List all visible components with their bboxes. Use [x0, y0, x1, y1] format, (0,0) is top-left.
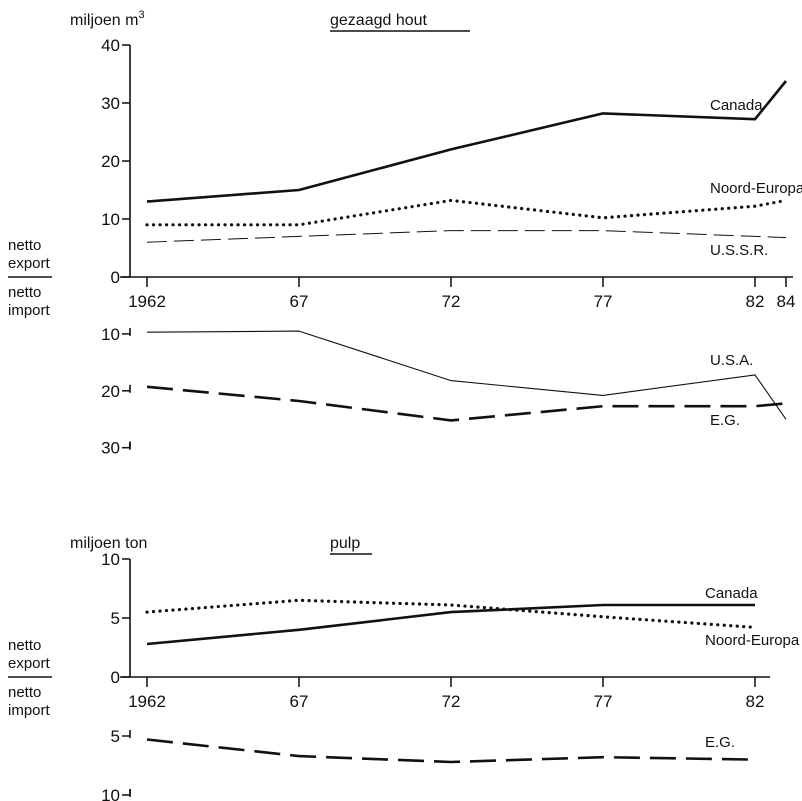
chart-title: pulp — [330, 535, 360, 552]
x-tick-label: 67 — [290, 292, 309, 311]
x-tick-label: 1962 — [128, 292, 166, 311]
y-tick-label-import: 30 — [101, 439, 120, 458]
y-tick-label-export: 0 — [111, 668, 120, 687]
y-tick-label-export: 0 — [111, 268, 120, 287]
series-label-e-g: E.G. — [710, 412, 740, 429]
series-line-u-s-a — [146, 330, 787, 420]
side-label-import-line1: netto — [8, 284, 41, 301]
series-line-e-g — [146, 738, 756, 764]
series-label-noord-europa: Noord-Europa — [705, 632, 800, 649]
series-label-e-g: E.G. — [705, 734, 735, 751]
x-tick-label: 84 — [777, 292, 796, 311]
y-unit-label: miljoen m3 — [70, 9, 145, 29]
series-line-u-s-s-r — [146, 230, 787, 243]
y-tick-label-import: 20 — [101, 382, 120, 401]
y-tick-label-export: 20 — [101, 152, 120, 171]
y-tick-label-export: 30 — [101, 94, 120, 113]
series-label-u-s-s-r: U.S.S.R. — [710, 242, 768, 259]
side-label-export-line1: netto — [8, 237, 41, 254]
x-tick-label: 77 — [594, 292, 613, 311]
x-tick-label: 82 — [746, 292, 765, 311]
series-line-noord-europa — [145, 198, 788, 227]
series-label-canada: Canada — [705, 585, 758, 602]
y-tick-label-import: 5 — [111, 727, 120, 746]
y-unit-label: miljoen ton — [70, 535, 147, 552]
side-label-import-line2: import — [8, 702, 51, 719]
series-line-canada — [146, 80, 788, 203]
y-tick-label-export: 10 — [101, 550, 120, 569]
x-tick-label: 82 — [746, 692, 765, 711]
x-tick-label: 77 — [594, 692, 613, 711]
y-tick-label-export: 40 — [101, 36, 120, 55]
x-tick-label: 67 — [290, 692, 309, 711]
series-line-e-g — [146, 385, 787, 422]
y-tick-label-import: 10 — [101, 325, 120, 344]
side-label-export-line2: export — [8, 655, 51, 672]
series-line-canada — [146, 603, 755, 646]
y-unit-label-superscript: 3 — [138, 9, 144, 21]
y-tick-label-import: 10 — [101, 786, 120, 801]
x-tick-label: 1962 — [128, 692, 166, 711]
series-label-u-s-a: U.S.A. — [710, 352, 753, 369]
y-unit-label-base: miljoen m — [70, 12, 138, 29]
side-label-export-line1: netto — [8, 637, 41, 654]
y-tick-label-export: 10 — [101, 210, 120, 229]
x-tick-label: 72 — [442, 292, 461, 311]
series-label-noord-europa: Noord-Europa — [710, 180, 802, 197]
chart-title: gezaagd hout — [330, 12, 428, 29]
x-tick-label: 72 — [442, 692, 461, 711]
side-label-import-line2: import — [8, 302, 51, 319]
side-label-import-line1: netto — [8, 684, 41, 701]
y-tick-label-export: 5 — [111, 609, 120, 628]
side-label-export-line2: export — [8, 255, 51, 272]
series-label-canada: Canada — [710, 97, 763, 114]
